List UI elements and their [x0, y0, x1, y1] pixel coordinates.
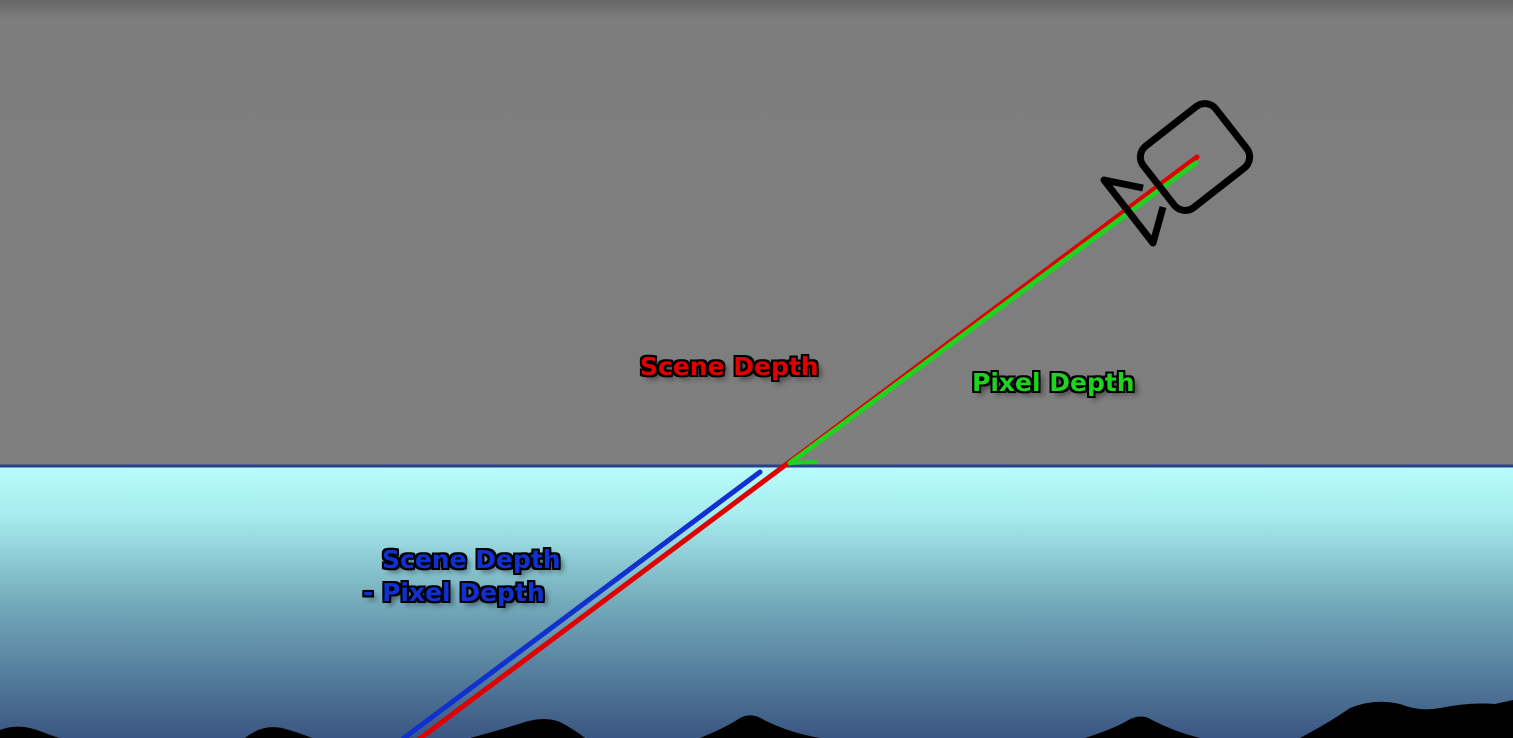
seabed-silhouette [0, 700, 1513, 738]
difference-label-line2: - Pixel Depth [363, 578, 545, 607]
air-background [0, 0, 1513, 466]
video-camera-icon [1100, 100, 1254, 247]
pixel-depth-label: Pixel Depth [972, 368, 1135, 397]
difference-label-line1: Scene Depth [382, 545, 561, 574]
difference-ray [401, 469, 763, 738]
scene-depth-label: Scene Depth [640, 352, 819, 381]
water-body [0, 466, 1513, 738]
pixel-depth-arrowhead [788, 460, 818, 465]
